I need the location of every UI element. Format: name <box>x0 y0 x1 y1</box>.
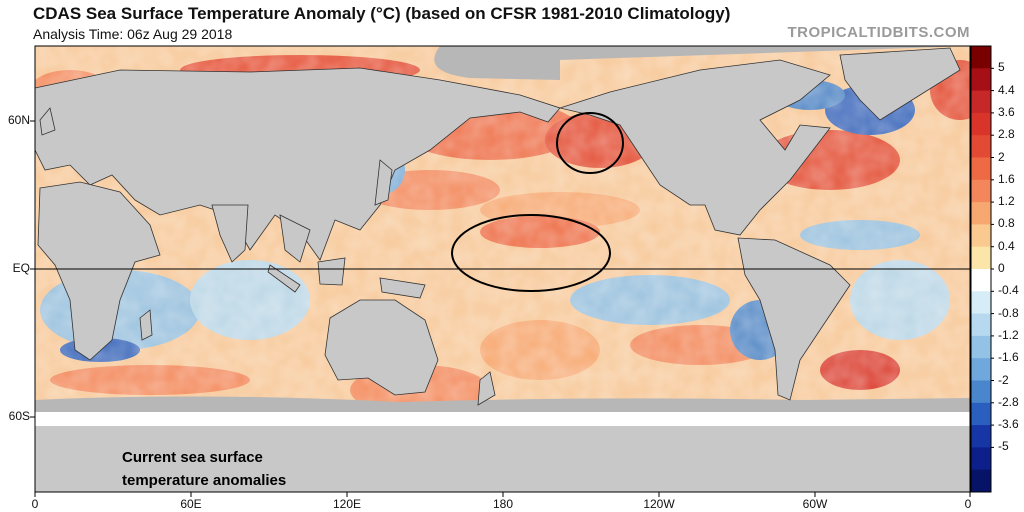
colorbar-tick-label: -1.2 <box>998 327 1019 342</box>
colorbar-tick-label: -2 <box>998 372 1009 387</box>
lon-label-120e: 120E <box>332 497 362 511</box>
eurasia <box>34 67 561 261</box>
japan <box>374 159 393 206</box>
colorbar <box>970 45 994 493</box>
new-zealand <box>477 371 496 406</box>
colorbar-tick-label: 4.4 <box>998 82 1015 97</box>
lat-label-60n: 60N <box>7 113 30 127</box>
india <box>211 204 249 263</box>
madagascar <box>139 309 153 341</box>
circle-equatorial-pacific <box>451 214 611 292</box>
colorbar-tick-label: -2.8 <box>998 394 1019 409</box>
new-guinea <box>379 277 426 299</box>
lon-label-60w: 60W <box>802 497 828 511</box>
colorbar-tick-label: -0.4 <box>998 283 1019 298</box>
colorbar-swatch <box>971 425 991 448</box>
colorbar-tick-label: 5 <box>998 60 1005 75</box>
north-america <box>558 59 831 236</box>
colorbar-tick-label: 0.8 <box>998 216 1015 231</box>
colorbar-swatch <box>971 90 991 114</box>
sea-ice <box>35 46 970 492</box>
greenland <box>839 47 961 121</box>
annotation-line-2: temperature anomalies <box>122 472 287 489</box>
colorbar-swatch <box>971 380 991 404</box>
colorbar-tick-label: -1.6 <box>998 350 1019 365</box>
colorbar-swatch <box>971 46 991 69</box>
colorbar-swatch <box>971 112 991 136</box>
colorbar-swatch <box>971 291 991 315</box>
colorbar-tick-label: -3.6 <box>998 417 1019 432</box>
colorbar-tick-label: -5 <box>998 439 1009 454</box>
sumatra <box>267 264 301 293</box>
colorbar-swatch <box>971 447 991 471</box>
lon-label-0-east: 0 <box>964 497 972 511</box>
colorbar-tick-label: 3.6 <box>998 104 1015 119</box>
annotation-line-1: Current sea surface <box>122 449 263 466</box>
south-america <box>737 237 851 401</box>
indochina <box>279 214 311 263</box>
lon-label-60e: 60E <box>180 497 202 511</box>
colorbar-swatch <box>971 358 991 381</box>
colorbar-tick-label: -0.8 <box>998 305 1019 320</box>
colorbar-tick-label: 2 <box>998 149 1005 164</box>
site-credit: TROPICALTIDBITS.COM <box>787 24 970 41</box>
colorbar-swatch <box>971 135 991 158</box>
circle-north-pacific <box>556 112 624 174</box>
analysis-time: Analysis Time: 06z Aug 29 2018 <box>33 26 233 42</box>
colorbar-swatch <box>971 313 991 337</box>
colorbar-swatch <box>971 246 991 270</box>
colorbar-swatch <box>971 68 991 92</box>
lat-label-60s: 60S <box>8 409 30 423</box>
lon-label-120w: 120W <box>643 497 675 511</box>
colorbar-swatch <box>971 335 991 359</box>
borneo <box>317 257 346 286</box>
colorbar-tick-label: 1.6 <box>998 171 1015 186</box>
colorbar-tick-label: 0 <box>998 261 1005 275</box>
lon-label-0-west: 0 <box>31 497 39 511</box>
colorbar-swatch <box>971 179 991 203</box>
colorbar-swatch <box>971 157 991 181</box>
colorbar-swatch <box>971 269 991 292</box>
colorbar-tick-label: 2.8 <box>998 127 1015 142</box>
africa <box>37 181 161 361</box>
lon-label-180: 180 <box>492 497 514 511</box>
colorbar-tick-label: 0.4 <box>998 238 1015 253</box>
map-title: CDAS Sea Surface Temperature Anomaly (°C… <box>33 4 731 23</box>
british-isles <box>39 107 56 136</box>
lat-label-eq: EQ <box>12 261 30 275</box>
colorbar-swatch <box>971 202 991 225</box>
colorbar-swatch <box>971 469 991 493</box>
lon-ticks <box>34 492 971 497</box>
colorbar-tick-label: 1.2 <box>998 194 1015 209</box>
colorbar-swatch <box>971 402 991 426</box>
colorbar-swatch <box>971 224 991 248</box>
lat-ticks <box>30 120 35 418</box>
australia <box>324 299 439 396</box>
land-masses <box>34 47 961 406</box>
